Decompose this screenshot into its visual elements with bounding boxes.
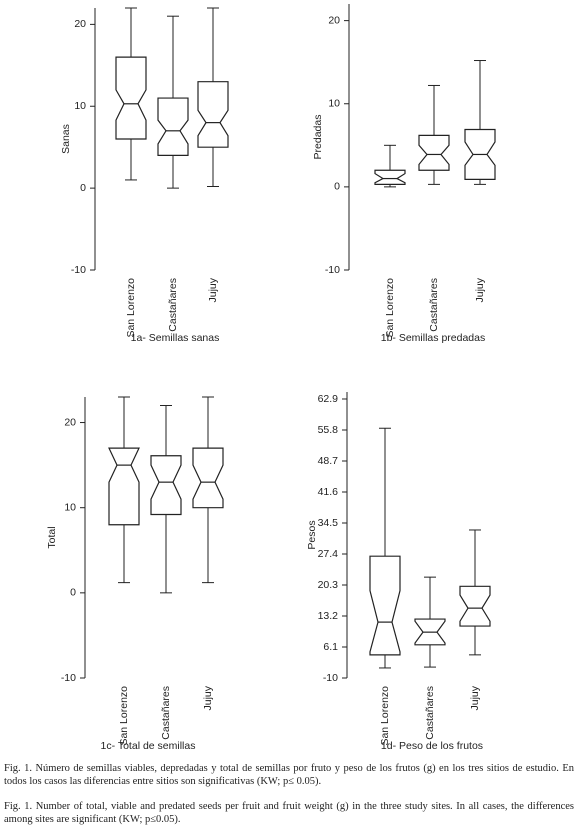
y-tick-label: 10 [64,501,76,513]
x-tick-label: Castañares [424,686,436,740]
box [374,169,406,185]
x-tick-label: Jujuy [207,277,219,302]
box [150,455,182,516]
box [192,447,224,509]
y-tick-label: -10 [323,672,338,684]
y-tick-label: -10 [61,672,76,684]
chart-title: 1b- Semillas predadas [381,332,485,344]
y-axis-label: Sanas [60,124,72,154]
x-tick-label: Jujuy [202,685,214,710]
box [414,618,446,646]
y-axis-label: Pesos [306,520,318,549]
x-tick-label: Castañares [160,686,172,740]
y-tick-label: 13.2 [318,610,339,622]
y-tick-label: 27.4 [318,548,339,560]
x-tick-label: San Lorenzo [379,686,391,746]
y-tick-label: 20.3 [318,579,339,591]
y-tick-label: 0 [80,182,86,194]
x-tick-label: Jujuy [474,277,486,302]
y-tick-label: 10 [74,100,86,112]
caption-es: Fig. 1. Número de semillas viables, depr… [4,763,574,787]
y-tick-label: 20 [328,14,340,26]
y-tick-label: 20 [74,18,86,30]
y-tick-label: 0 [70,587,76,599]
y-tick-label: 10 [328,98,340,110]
x-tick-label: Jujuy [469,685,481,710]
y-tick-label: 20 [64,416,76,428]
chart-title: 1a- Semillas sanas [131,332,220,344]
box [115,56,147,140]
y-axis-label: Predadas [312,115,324,160]
y-tick-label: 48.7 [318,455,339,467]
y-tick-label: 34.5 [318,517,339,529]
y-tick-label: 0 [334,181,340,193]
box [464,128,496,180]
y-tick-label: -10 [325,264,340,276]
box [157,97,189,156]
chart-title: 1d- Peso de los frutos [381,740,483,752]
x-tick-label: San Lorenzo [125,278,137,338]
chart-title: 1c- Total de semillas [101,740,196,752]
x-tick-label: San Lorenzo [384,278,396,338]
y-tick-label: 6.1 [323,641,338,653]
box [459,585,491,627]
y-tick-label: 55.8 [318,424,339,436]
y-axis-label: Total [46,526,58,548]
x-tick-label: Castañares [428,278,440,332]
box [418,134,450,171]
box [369,555,401,656]
x-tick-label: San Lorenzo [118,686,130,746]
x-tick-label: Castañares [167,278,179,332]
y-tick-label: -10 [71,264,86,276]
caption-en: Fig. 1. Number of total, viable and pred… [4,801,574,825]
y-tick-label: 62.9 [318,393,339,405]
y-tick-label: 41.6 [318,486,339,498]
box [197,81,229,148]
box [108,447,140,526]
